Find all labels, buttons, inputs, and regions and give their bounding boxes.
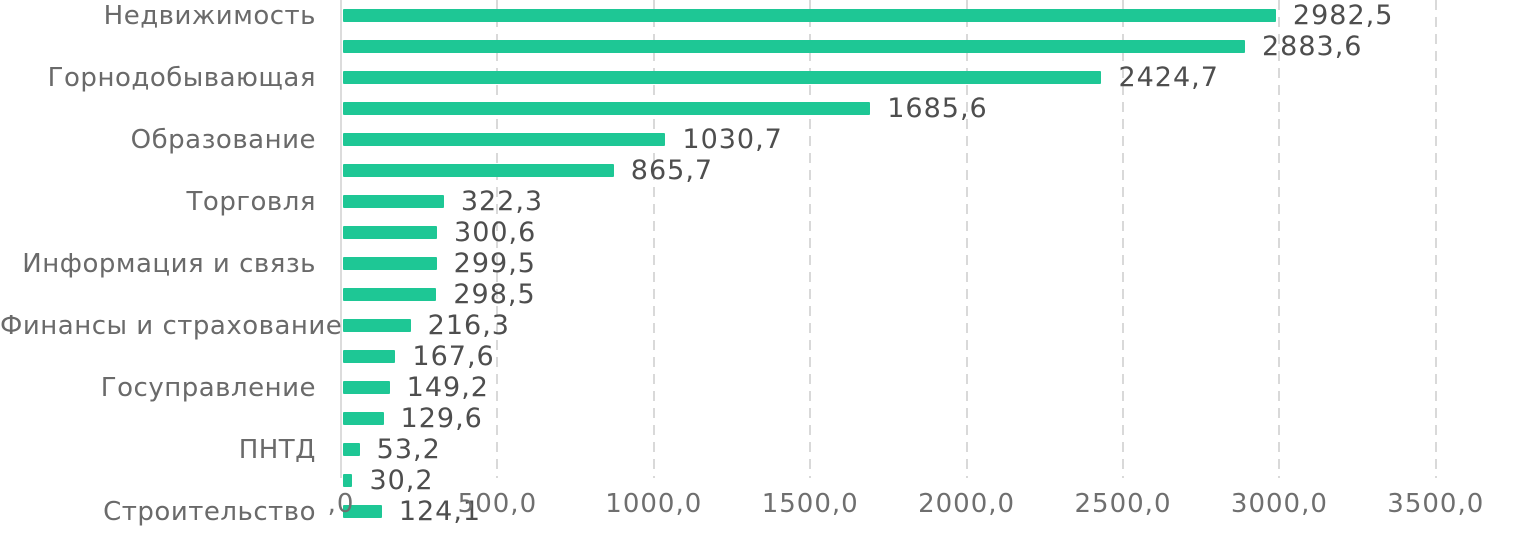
value-label: 124,1: [398, 496, 482, 527]
bar: [343, 381, 390, 394]
bar-row: ПНТД 53,2: [0, 434, 1515, 465]
value-label: 216,3: [427, 310, 510, 341]
x-tick-label: 2000,0: [918, 489, 1016, 519]
bar-row: 298,5: [0, 279, 1515, 310]
value-label: 2424,7: [1118, 62, 1219, 93]
x-tick-label: 2500,0: [1074, 489, 1172, 519]
grid-line: [1434, 0, 1437, 478]
grid-line: [652, 0, 655, 478]
axis-zero-line: [340, 0, 342, 478]
bar-row: Строительство 124,1: [0, 496, 1515, 527]
x-tick-label: 3500,0: [1387, 489, 1485, 519]
bar-row: Образование 1030,7: [0, 124, 1515, 155]
bar: [343, 40, 1245, 53]
bar-row: 129,6: [0, 403, 1515, 434]
bar-row: Информация и связь 299,5: [0, 248, 1515, 279]
bar: [343, 412, 384, 425]
grid-line: [965, 0, 968, 478]
bar-row: Финансы и страхование 216,3: [0, 310, 1515, 341]
grid-line: [496, 0, 499, 478]
grid-line: [809, 0, 812, 478]
category-label: Госуправление: [100, 372, 316, 403]
x-tick-label: 500,0: [457, 489, 538, 519]
bar-row: 865,7: [0, 155, 1515, 186]
x-tick-label: 1500,0: [761, 489, 859, 519]
value-label: 322,3: [460, 186, 544, 217]
bar: [343, 71, 1102, 84]
value-label: 1685,6: [887, 93, 988, 124]
grid-line: [1122, 0, 1124, 478]
category-label: Финансы и страхование: [0, 310, 343, 341]
bar: [343, 102, 871, 115]
bar: [343, 288, 437, 301]
value-label: 30,2: [369, 465, 434, 496]
category-label: ПНТД: [238, 434, 316, 465]
value-label: 2982,5: [1292, 0, 1394, 31]
value-label: 1030,7: [682, 124, 783, 155]
bar-row: Горнодобывающая 2424,7: [0, 62, 1515, 93]
value-label: 865,7: [630, 155, 714, 186]
bar-row: 1685,6: [0, 93, 1515, 124]
category-label: Горнодобывающая: [47, 62, 316, 93]
value-label: 299,5: [453, 248, 536, 279]
bar: [343, 443, 360, 456]
bar: [343, 9, 1276, 22]
gridlines: [340, 0, 1437, 478]
category-label: Образование: [130, 124, 316, 155]
value-label: 300,6: [454, 217, 537, 248]
value-label: 53,2: [376, 434, 441, 465]
category-label: Торговля: [186, 186, 316, 217]
bar: [343, 226, 438, 239]
bar-row: 30,2: [0, 465, 1515, 496]
category-label: Строительство: [103, 496, 316, 527]
bar: [343, 474, 353, 487]
category-label: Недвижимость: [103, 0, 316, 31]
bar-rows: Недвижимость 2982,5 2883,6 Горнодобывающ…: [0, 0, 1515, 527]
bar-row: Госуправление 149,2: [0, 372, 1515, 403]
category-label: Информация и связь: [22, 248, 316, 279]
bar: [343, 164, 614, 177]
bar-row: 2883,6: [0, 31, 1515, 62]
bar-row: Торговля 322,3: [0, 186, 1515, 217]
grid-line: [1278, 0, 1281, 478]
bar: [343, 319, 411, 332]
x-tick-label: ,0: [327, 489, 355, 519]
bar-row: Недвижимость 2982,5: [0, 0, 1515, 31]
bar-row: 167,6: [0, 341, 1515, 372]
x-tick-label: 3000,0: [1230, 489, 1328, 519]
x-tick-label: 1000,0: [605, 489, 703, 519]
bar: [343, 195, 444, 208]
bar-row: 300,6: [0, 217, 1515, 248]
x-axis: ,0 500,0 1000,0 1500,0 2000,0 2500,0 3000,0 350…: [0, 489, 1515, 525]
value-label: 129,6: [400, 403, 483, 434]
value-label: 2883,6: [1261, 31, 1363, 62]
value-label: 149,2: [406, 372, 489, 403]
value-label: 167,6: [412, 341, 495, 372]
bar: [343, 133, 666, 146]
value-label: 298,5: [453, 279, 536, 310]
bar: [343, 505, 382, 518]
bar: [343, 350, 396, 363]
bar: [343, 257, 437, 270]
